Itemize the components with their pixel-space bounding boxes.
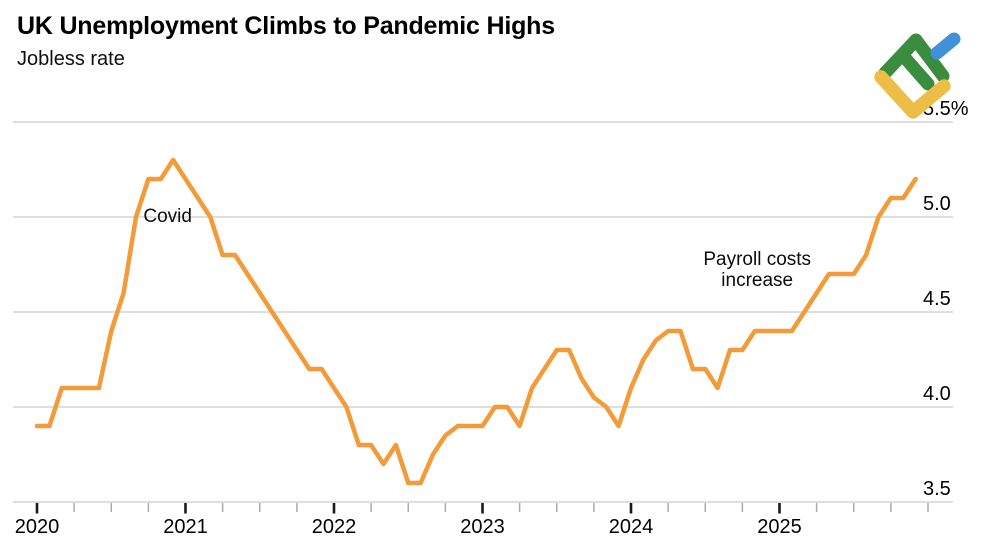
y-axis-label-3.5: 3.5: [923, 478, 951, 500]
jobless-rate-line: [34, 157, 918, 486]
chart-subtitle: Jobless rate: [17, 48, 125, 70]
chart-title: UK Unemployment Climbs to Pandemic Highs: [17, 12, 555, 40]
x-axis-label-2025: 2025: [757, 516, 802, 538]
x-axis-label-2021: 2021: [163, 516, 208, 538]
x-axis-label-2024: 2024: [609, 516, 654, 538]
annotation-payroll-costs: Payroll costs increase: [703, 249, 811, 291]
x-axis-label-2022: 2022: [312, 516, 357, 538]
logo-green-inner-stroke-icon: [899, 52, 935, 91]
logo-green-chevron-icon: [878, 33, 950, 83]
y-axis-label-5.5%: 5.5%: [923, 98, 969, 120]
x-axis-label-2020: 2020: [15, 516, 60, 538]
y-axis-label-5.0: 5.0: [923, 193, 951, 215]
logo-yellow-check-icon: [874, 70, 951, 119]
annotation-covid: Covid: [143, 206, 192, 227]
logo-blue-stroke-icon: [930, 32, 961, 60]
y-axis-label-4.5: 4.5: [923, 288, 951, 310]
y-axis-label-4.0: 4.0: [923, 383, 951, 405]
x-axis-label-2023: 2023: [460, 516, 505, 538]
